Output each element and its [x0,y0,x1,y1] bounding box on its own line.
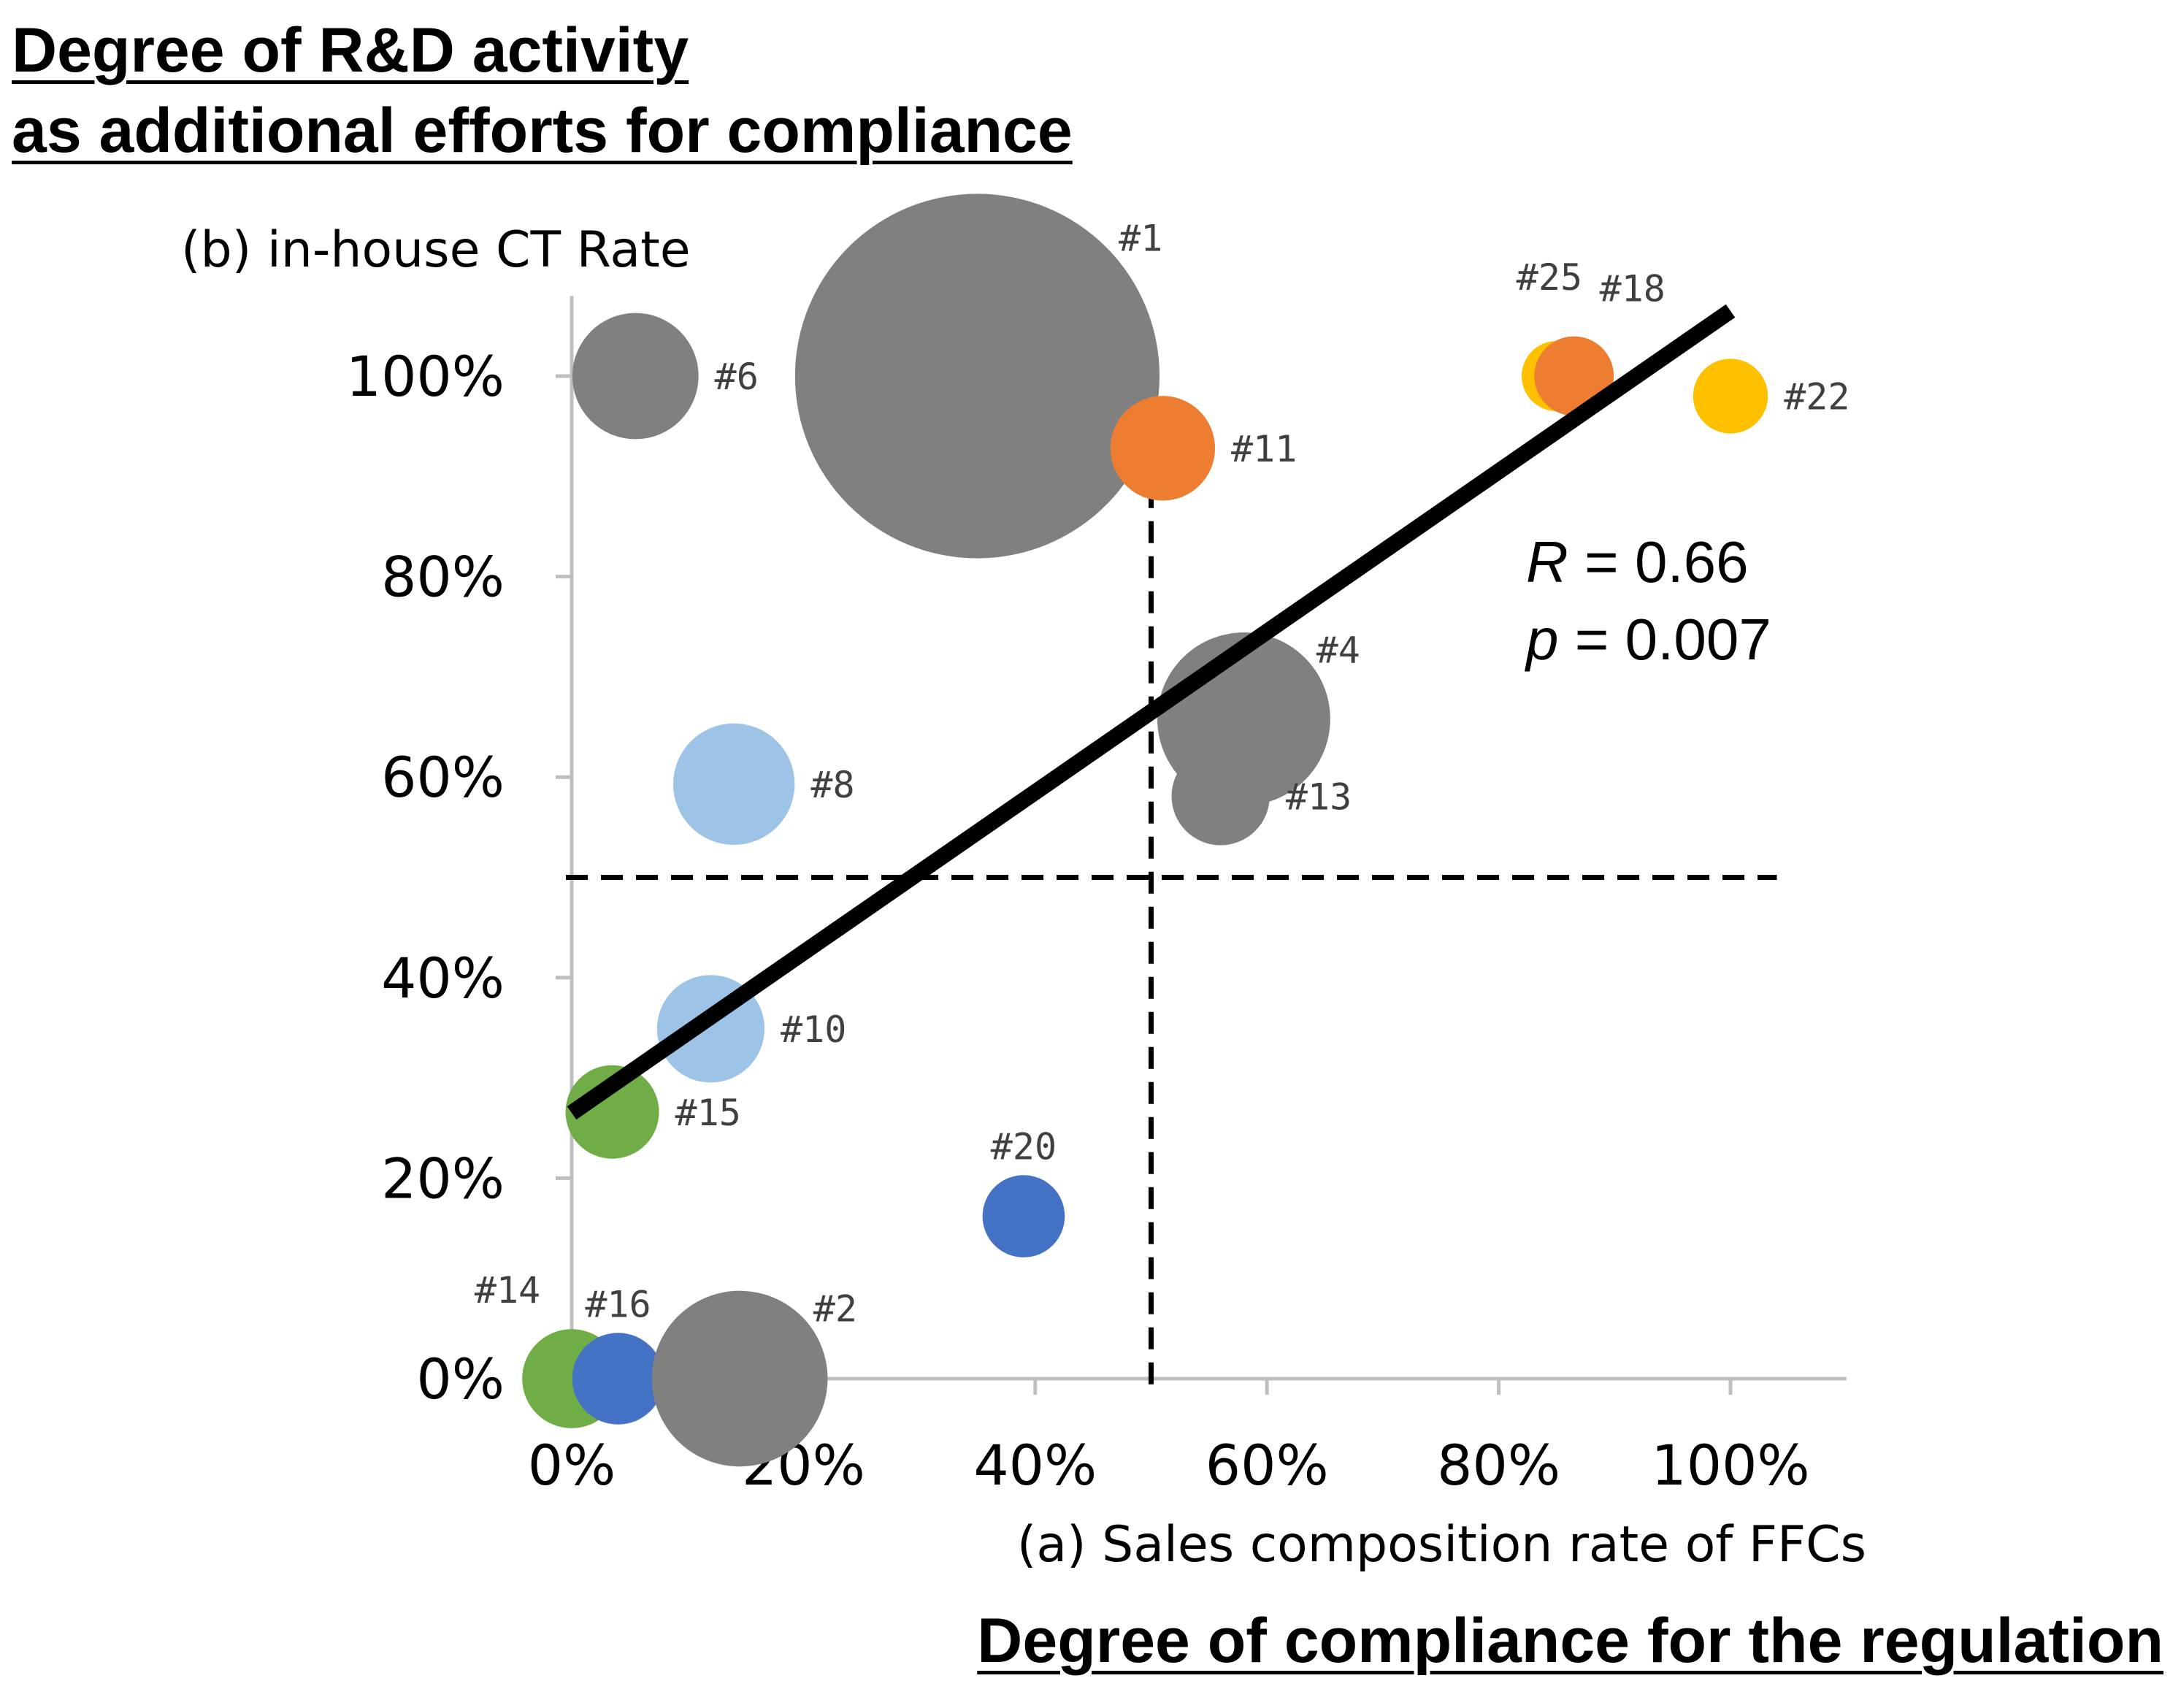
point-label-6: #6 [715,356,759,398]
bubble-2 [651,1290,828,1467]
y-tick-label: 100% [346,344,505,409]
point-label-22: #22 [1784,375,1850,418]
top-heading: Degree of R&D activity as additional eff… [12,10,1073,171]
y-tick-label: 0% [416,1347,505,1412]
trendline-layer [567,304,1736,1120]
x-tick-label: 40% [973,1433,1097,1498]
x-tick-label: 100% [1651,1433,1809,1498]
r-value: = 0.66 [1568,529,1749,594]
heading-line-2: as additional efforts for compliance [12,96,1073,166]
point-label-13: #13 [1286,776,1352,818]
axes: 0%20%40%60%80%100%0% 20% 40% 60% 80% 100% [346,296,1847,1498]
y-tick-label: 20% [381,1146,505,1211]
heading-line-1: Degree of R&D activity [12,15,689,85]
x-tick-label: 60% [1206,1433,1329,1498]
bottom-heading: Degree of compliance for the regulation [977,1606,2163,1676]
point-label-25: #25 [1517,256,1582,299]
point-label-15: #15 [675,1092,741,1134]
bubble-13 [1171,747,1270,846]
point-label-10: #10 [781,1008,846,1051]
bubble-1 [794,194,1160,559]
bubble-8 [672,723,795,846]
reference-lines [566,345,1777,1389]
trendline [567,304,1736,1120]
point-label-20: #20 [991,1125,1057,1168]
x-tick-label: 0% [528,1433,616,1498]
point-labels: #1 #6 #11 #25 #18 #22 #4 #13 #8 #10 #15 #20 #14 #16 #2 [475,217,1850,1330]
y-tick-label: 40% [381,946,505,1011]
p-symbol: p [1525,607,1559,672]
bubble-22 [1693,359,1768,434]
bubbles [522,194,1768,1467]
bubble-20 [982,1175,1065,1257]
point-label-4: #4 [1316,629,1360,671]
x-axis-title: (a) Sales composition rate of FFCs [1017,1516,1866,1574]
bubble-6 [572,313,699,440]
y-tick-label: 80% [381,545,505,610]
point-label-18: #18 [1600,268,1666,310]
point-label-16: #16 [585,1283,651,1325]
y-tick-label: 60% [381,745,505,810]
point-label-8: #8 [810,764,854,806]
p-value: = 0.007 [1559,607,1771,672]
point-label-2: #2 [813,1287,857,1330]
x-tick-label: 80% [1437,1433,1560,1498]
correlation-r: R = 0.66 [1526,529,1749,594]
point-label-1: #1 [1119,217,1162,259]
point-label-11: #11 [1231,428,1297,470]
point-label-14: #14 [475,1269,540,1311]
bubble-15 [565,1065,659,1159]
p-value-text: p = 0.007 [1525,607,1771,672]
y-axis-title: (b) in-house CT Rate [181,221,691,279]
bubble-11 [1110,396,1216,501]
bubble-16 [572,1333,664,1425]
r-symbol: R [1526,529,1568,594]
